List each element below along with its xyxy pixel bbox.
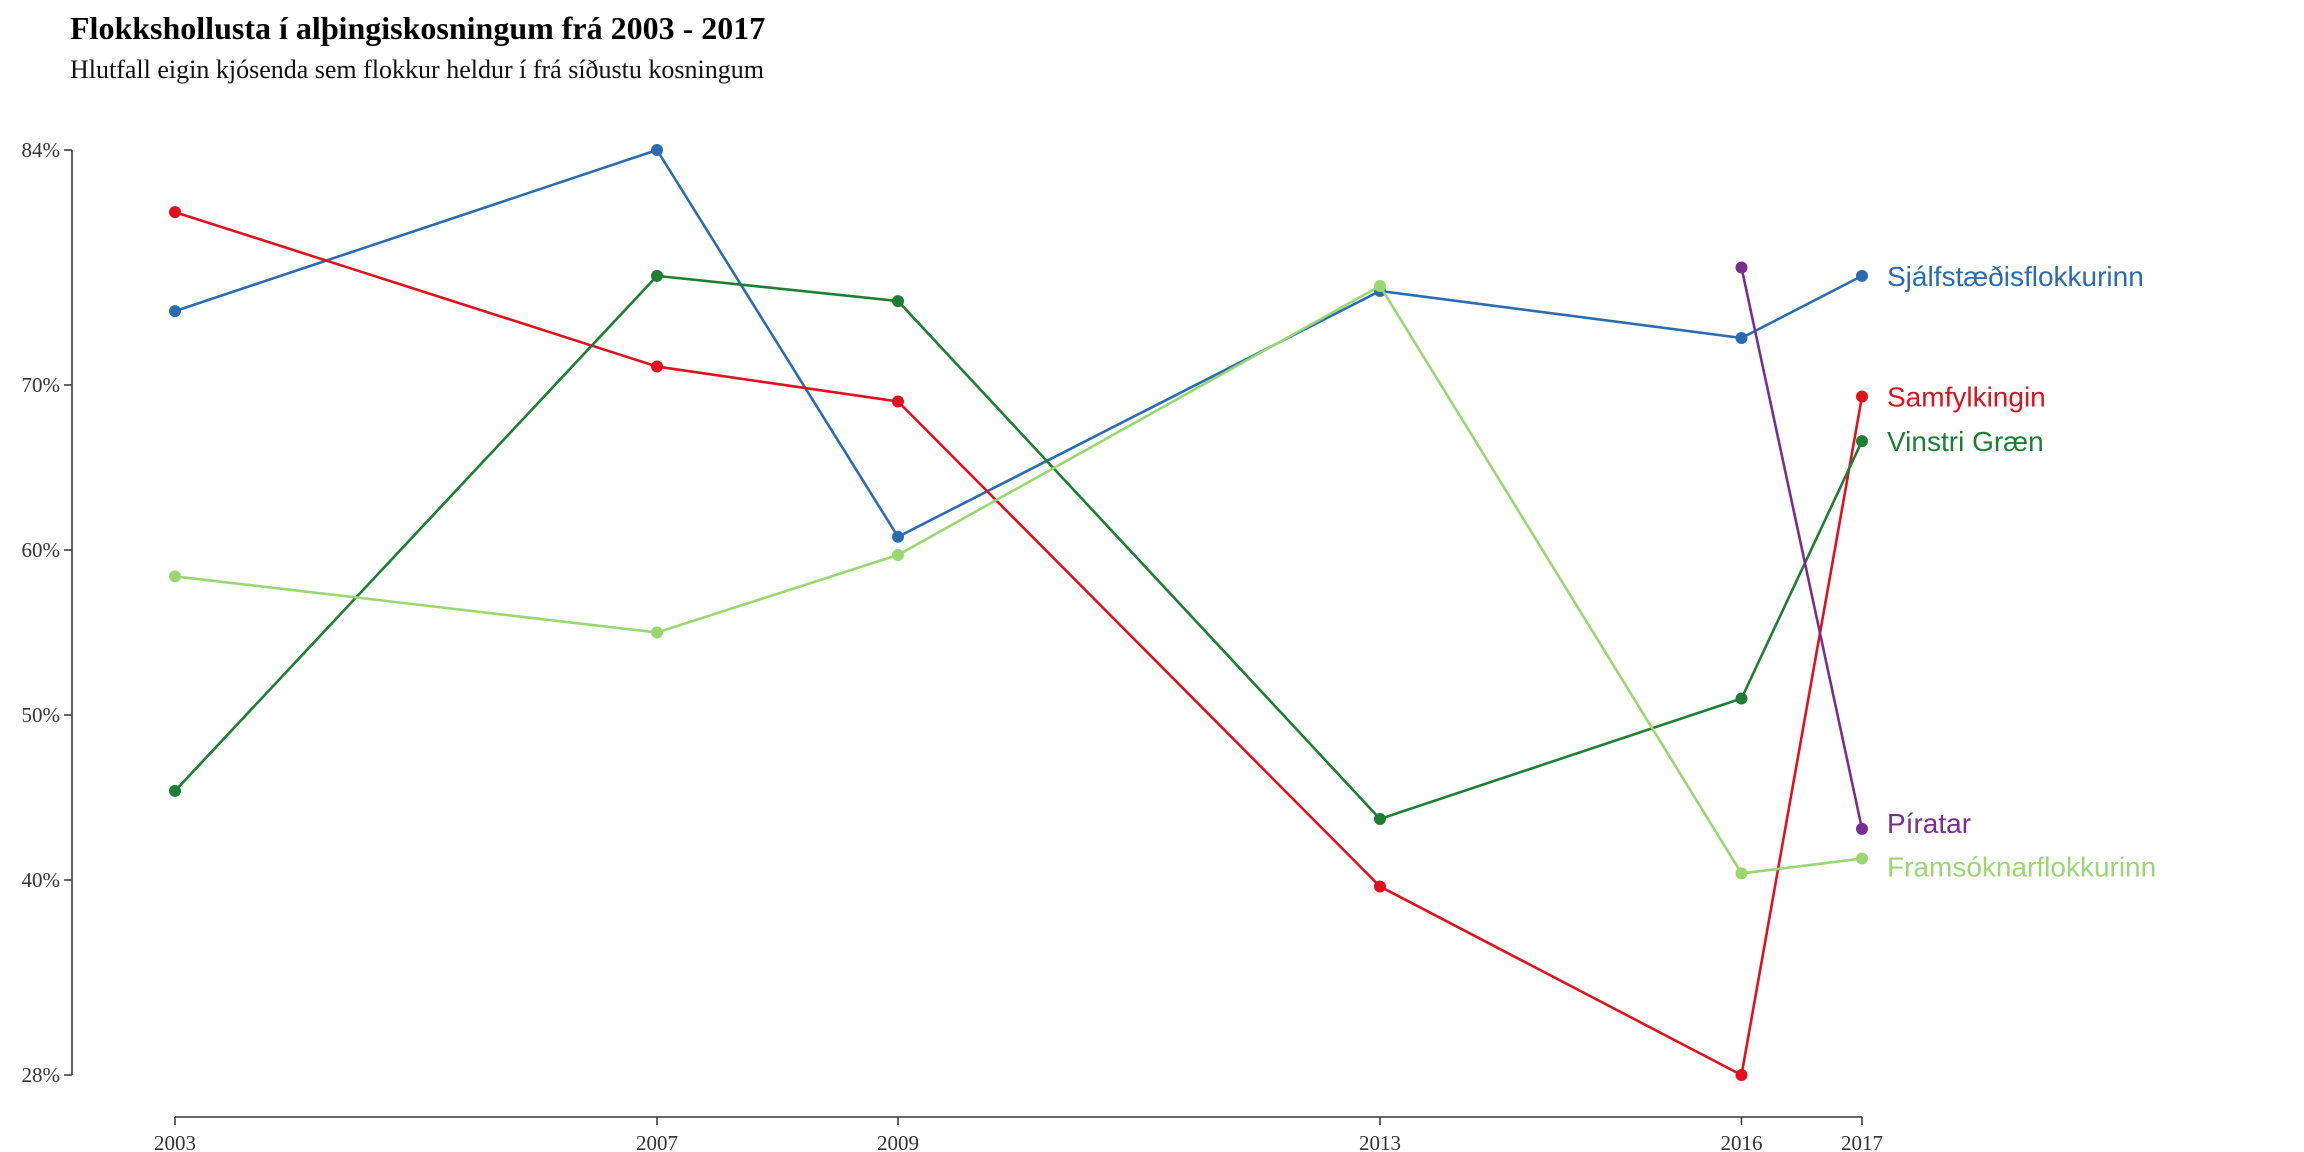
- data-point: [1374, 279, 1386, 292]
- data-point: [1735, 332, 1748, 344]
- series-label: Píratar: [1887, 808, 1971, 839]
- series-line: [174, 210, 1864, 1077]
- data-point: [1735, 1069, 1748, 1081]
- y-tick-label: 50%: [22, 703, 61, 727]
- chart-subtitle: Hlutfall eigin kjósenda sem flokkur held…: [70, 55, 764, 84]
- x-tick-label: 2013: [1359, 1131, 1401, 1152]
- data-point: [892, 530, 904, 543]
- y-tick-label: 70%: [22, 373, 61, 397]
- data-point: [892, 548, 904, 561]
- y-tick-label: 40%: [22, 868, 61, 892]
- x-tick-label: 2003: [154, 1131, 196, 1152]
- y-tick-label: 84%: [22, 138, 61, 162]
- data-point: [1374, 812, 1386, 825]
- data-point: [1735, 692, 1748, 705]
- series-line: [174, 274, 1864, 821]
- data-point: [1856, 435, 1868, 448]
- data-point: [1856, 390, 1868, 403]
- data-point: [651, 626, 663, 639]
- data-point: [169, 570, 181, 583]
- y-tick-label: 28%: [22, 1063, 61, 1087]
- data-point: [1735, 261, 1748, 274]
- data-point: [1374, 880, 1386, 893]
- chart-title: Flokkshollusta í alþingiskosningum frá 2…: [70, 10, 766, 46]
- data-point: [892, 295, 904, 308]
- data-point: [651, 269, 663, 282]
- data-point: [1856, 822, 1868, 835]
- data-point: [169, 206, 181, 219]
- data-point: [892, 395, 904, 408]
- data-point: [651, 360, 663, 373]
- y-tick-label: 60%: [22, 538, 61, 562]
- series-label: Sjálfstæðisflokkurinn: [1887, 261, 2144, 292]
- data-point: [169, 784, 181, 797]
- series-label: Vinstri Græn: [1887, 426, 2044, 457]
- data-point: [1856, 269, 1868, 282]
- x-tick-label: 2009: [877, 1131, 919, 1152]
- data-point: [1735, 867, 1748, 880]
- x-tick-label: 2016: [1721, 1131, 1763, 1152]
- x-tick-label: 2007: [636, 1131, 678, 1152]
- series-line: [174, 148, 1863, 539]
- data-point: [169, 305, 181, 318]
- x-tick-label: 2017: [1841, 1131, 1883, 1152]
- series-line: [1740, 267, 1864, 830]
- series-label: Samfylkingin: [1887, 382, 2046, 413]
- series-line: [174, 284, 1863, 875]
- data-point: [651, 144, 663, 156]
- data-point: [1856, 852, 1868, 865]
- series-label: Framsóknarflokkurinn: [1887, 852, 2156, 883]
